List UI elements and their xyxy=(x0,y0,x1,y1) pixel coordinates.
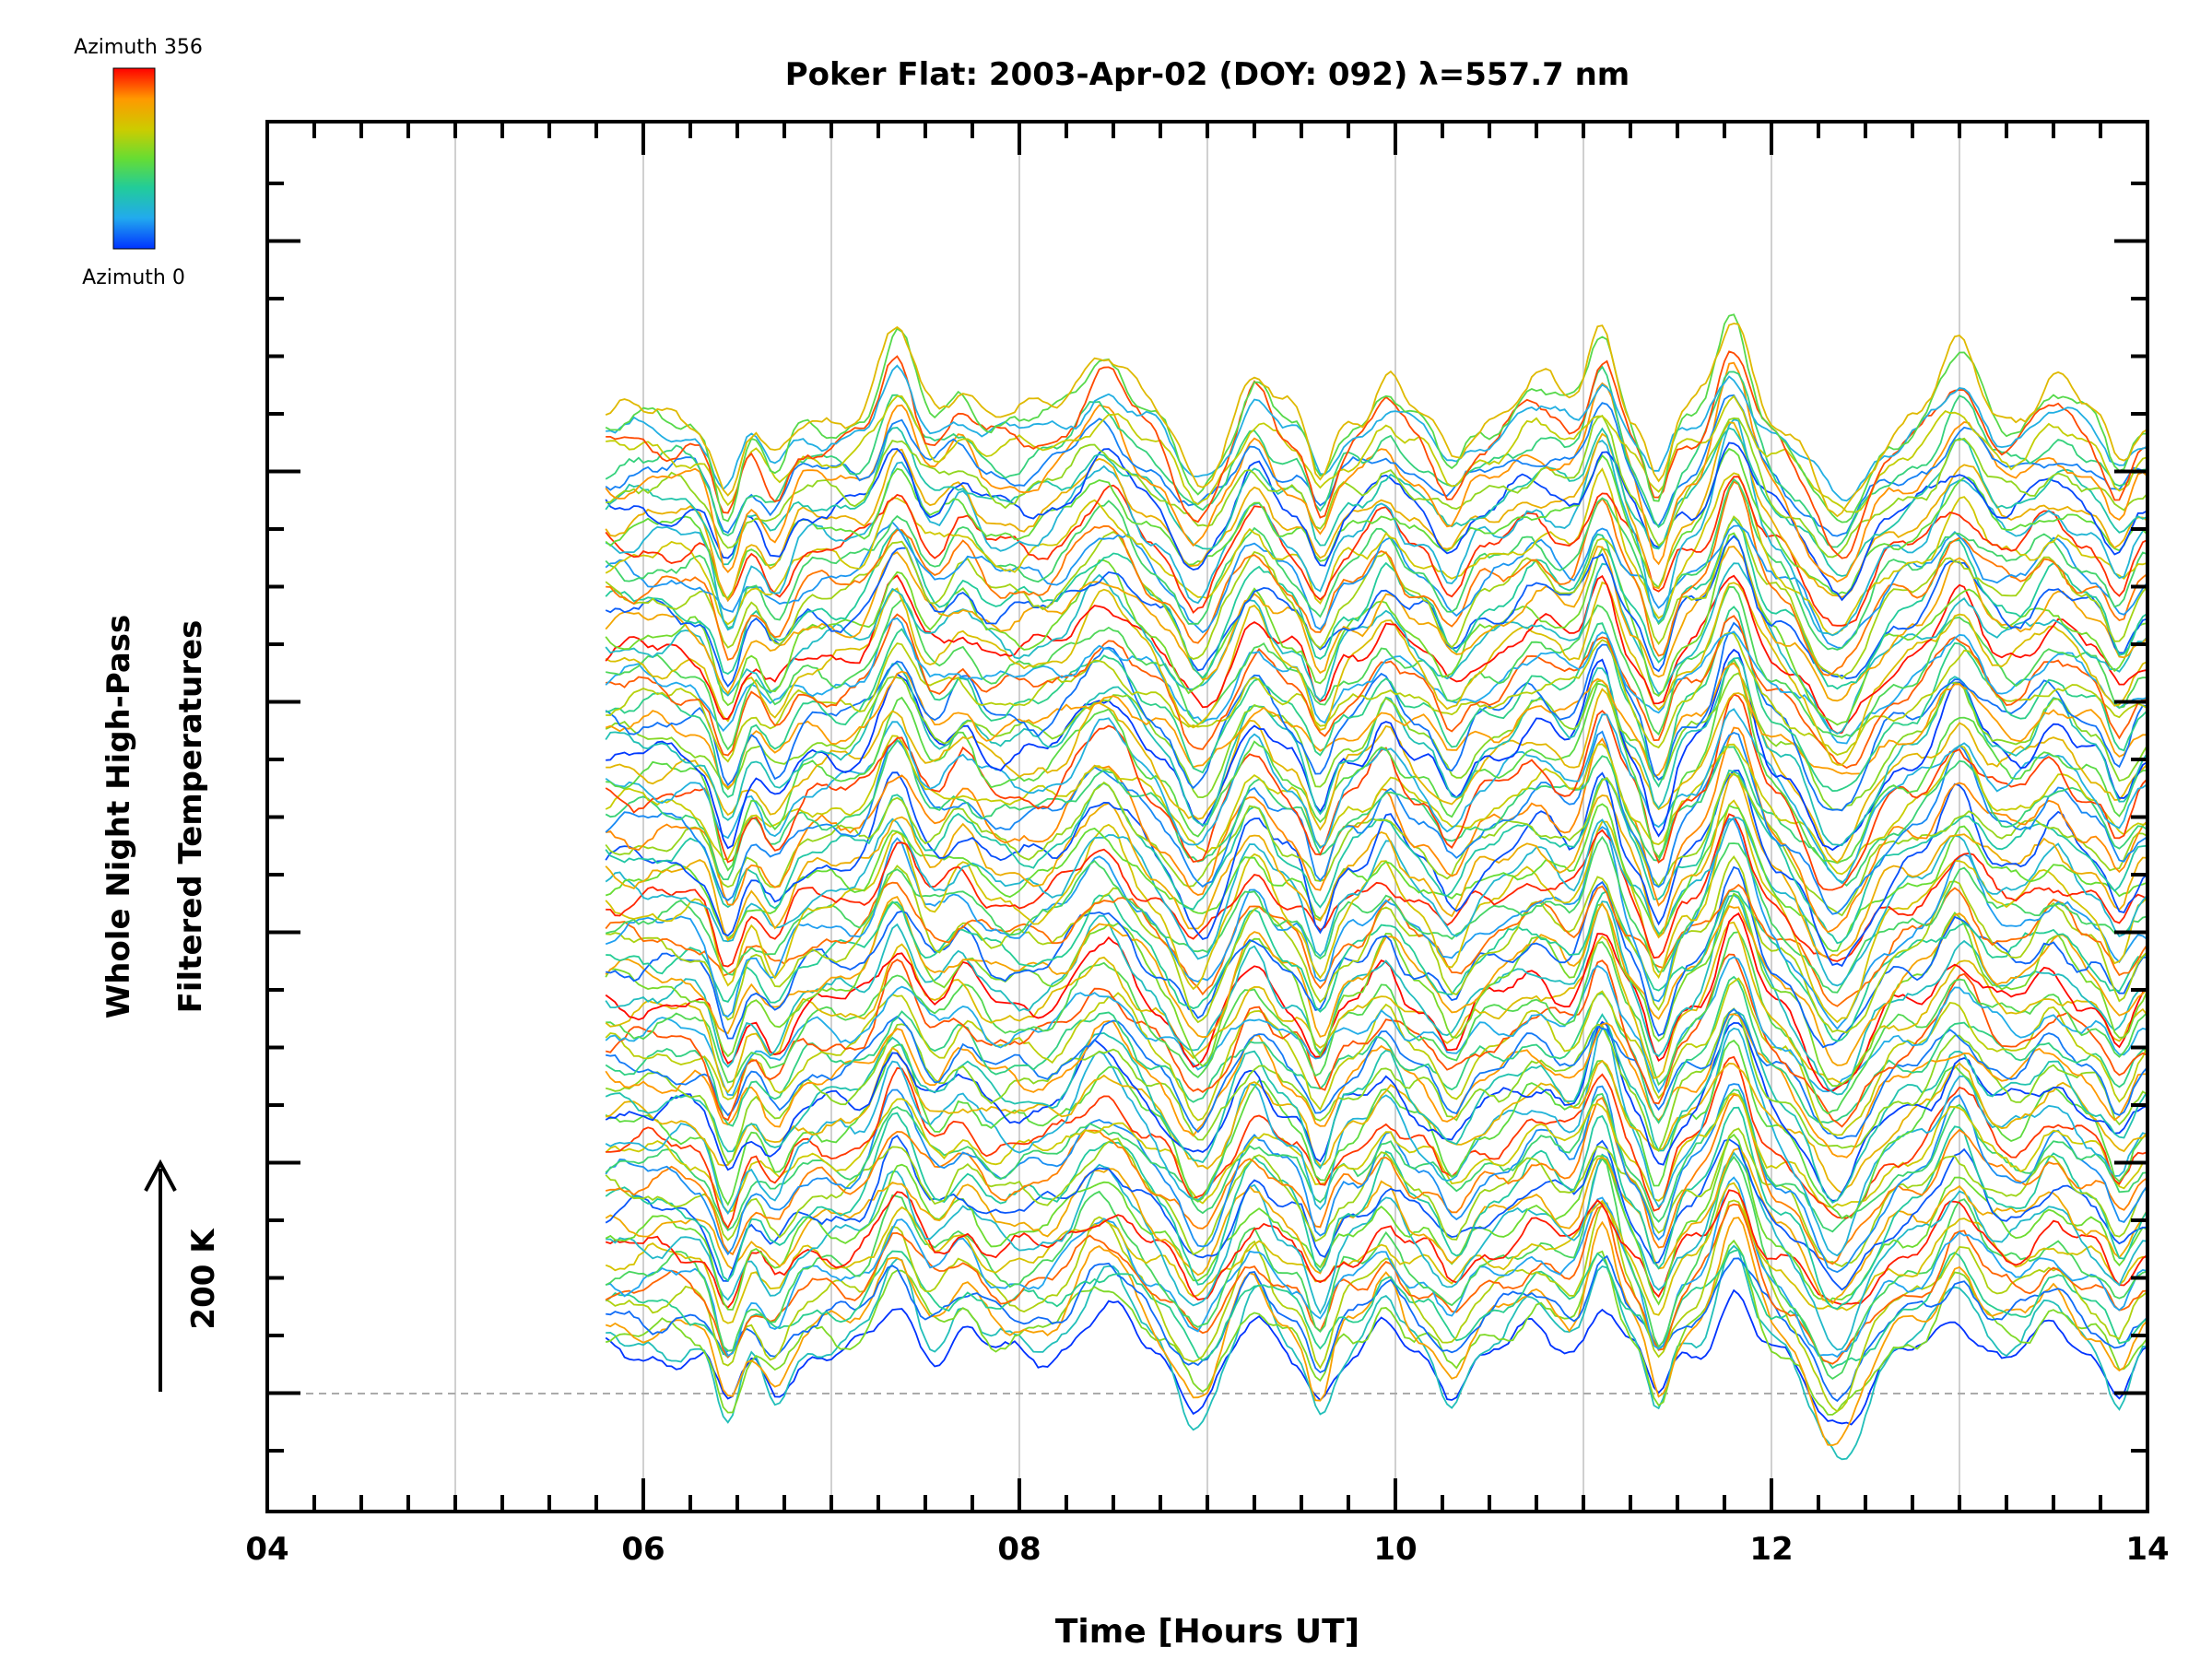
series-line xyxy=(605,1147,2147,1305)
series-line xyxy=(606,658,2147,872)
series-line xyxy=(606,414,2147,559)
colorbar-max-label: Azimuth 356 xyxy=(74,36,203,59)
series-line xyxy=(605,818,2147,1030)
x-tick-label: 04 xyxy=(245,1531,288,1568)
series-line xyxy=(605,769,2147,968)
series-line xyxy=(606,865,2147,1049)
series-line xyxy=(605,803,2147,952)
series-line xyxy=(605,1092,2147,1214)
series-line xyxy=(605,621,2147,812)
series-line xyxy=(605,1217,2147,1447)
x-tick-label: 06 xyxy=(621,1531,665,1568)
series-line xyxy=(606,813,2147,968)
axis-ticks xyxy=(265,122,2149,1512)
series-line xyxy=(605,881,2147,1007)
y-axis-label-line2: Filtered Temperatures xyxy=(172,620,209,1014)
series-line xyxy=(605,735,2147,876)
series-line xyxy=(605,467,2147,637)
x-tick-label: 12 xyxy=(1749,1531,1793,1568)
x-axis-label: Time [Hours UT] xyxy=(1055,1613,1359,1651)
series-line xyxy=(605,730,2147,915)
series-line xyxy=(605,953,2147,1128)
series-line xyxy=(605,447,2147,600)
series-line xyxy=(605,1203,2147,1365)
series-line xyxy=(605,313,2147,524)
series-line xyxy=(606,1007,2147,1140)
series-line xyxy=(606,648,2147,852)
series-line xyxy=(605,921,2147,1094)
series-line xyxy=(605,1020,2147,1202)
x-tick-label: 10 xyxy=(1373,1531,1417,1568)
series-line xyxy=(606,350,2147,559)
series-line xyxy=(605,606,2147,798)
colorbar xyxy=(112,67,156,250)
x-tick-labels: 04 06 08 10 12 14 xyxy=(245,1531,2169,1568)
plot-area: 04 06 08 10 12 14 xyxy=(245,120,2170,1568)
series-line xyxy=(605,521,2147,649)
y-axis-label-line1: Whole Night High-Pass xyxy=(100,615,137,1019)
series-line xyxy=(606,631,2147,763)
x-tick-label: 08 xyxy=(997,1531,1041,1568)
series-line xyxy=(606,613,2147,770)
series-line xyxy=(605,772,2147,917)
series-line xyxy=(605,1189,2147,1309)
colorbar-legend: Azimuth 356 Azimuth 0 xyxy=(74,36,203,289)
series-line xyxy=(605,1249,2147,1370)
series-line xyxy=(605,1135,2147,1291)
series-line xyxy=(605,574,2147,735)
series-line xyxy=(605,956,2147,1097)
series-line xyxy=(606,931,2147,1115)
series-line xyxy=(606,1055,2147,1230)
series-line xyxy=(605,1013,2147,1159)
series-line xyxy=(606,364,2147,502)
series-line xyxy=(605,892,2147,1088)
series-line xyxy=(606,394,2147,513)
chart-title: Poker Flat: 2003-Apr-02 (DOY: 092) λ=557… xyxy=(785,56,1630,93)
series-line xyxy=(605,1133,2147,1311)
series-line xyxy=(605,1088,2147,1233)
series-line xyxy=(605,816,2147,987)
series-line xyxy=(605,562,2147,735)
series-line xyxy=(605,1094,2147,1265)
series-line xyxy=(605,1182,2147,1324)
scale-indicator: 200 K xyxy=(144,1159,222,1392)
x-tick-label: 14 xyxy=(2125,1531,2169,1568)
series-line xyxy=(605,662,2147,789)
series-line xyxy=(605,895,2147,1066)
series-line xyxy=(605,617,2147,745)
series-line xyxy=(605,477,2147,651)
series-line xyxy=(605,535,2147,688)
series-line xyxy=(605,427,2147,577)
series-line xyxy=(605,975,2147,1127)
series-line xyxy=(606,889,2147,1042)
series-line xyxy=(605,1046,2147,1194)
series-line xyxy=(605,771,2147,959)
series-line xyxy=(605,581,2147,766)
series-line xyxy=(605,1007,2147,1165)
series-line xyxy=(605,323,2147,518)
series-group xyxy=(605,313,2147,1461)
colorbar-min-label: Azimuth 0 xyxy=(82,266,185,289)
series-line xyxy=(605,517,2147,690)
series-line xyxy=(605,421,2147,602)
series-line xyxy=(605,1239,2147,1416)
series-line xyxy=(605,739,2147,888)
series-line xyxy=(605,394,2147,537)
series-line xyxy=(605,1039,2147,1219)
series-line xyxy=(605,365,2147,548)
series-line xyxy=(605,835,2147,994)
series-line xyxy=(606,1244,2147,1461)
series-line xyxy=(605,1106,2147,1310)
series-line xyxy=(605,1288,2147,1426)
series-line xyxy=(606,585,2147,751)
series-line xyxy=(605,476,2147,627)
scale-label: 200 K xyxy=(185,1228,222,1330)
series-line xyxy=(605,545,2147,702)
